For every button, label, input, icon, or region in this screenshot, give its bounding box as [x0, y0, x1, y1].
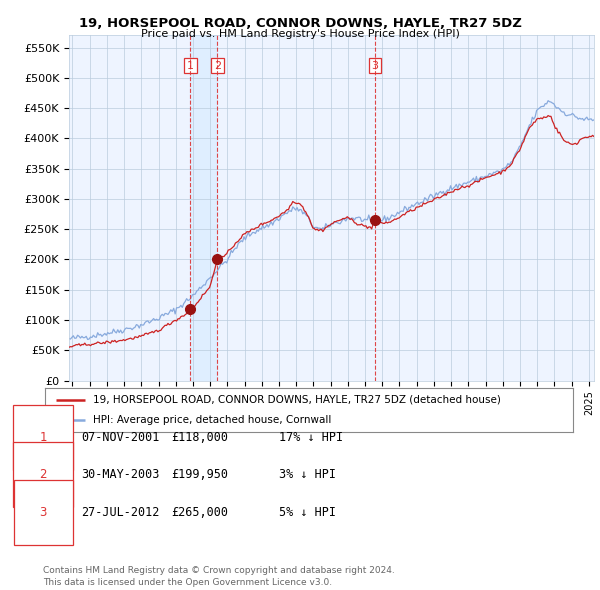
Text: 19, HORSEPOOL ROAD, CONNOR DOWNS, HAYLE, TR27 5DZ (detached house): 19, HORSEPOOL ROAD, CONNOR DOWNS, HAYLE,…	[92, 395, 500, 405]
Text: Contains HM Land Registry data © Crown copyright and database right 2024.
This d: Contains HM Land Registry data © Crown c…	[43, 566, 395, 587]
Text: £265,000: £265,000	[171, 506, 228, 519]
Text: 19, HORSEPOOL ROAD, CONNOR DOWNS, HAYLE, TR27 5DZ: 19, HORSEPOOL ROAD, CONNOR DOWNS, HAYLE,…	[79, 17, 521, 30]
Text: 3: 3	[40, 506, 47, 519]
Text: 5% ↓ HPI: 5% ↓ HPI	[279, 506, 336, 519]
Text: 2: 2	[214, 61, 221, 71]
Text: 1: 1	[40, 431, 47, 444]
Text: HPI: Average price, detached house, Cornwall: HPI: Average price, detached house, Corn…	[92, 415, 331, 425]
Text: 30-MAY-2003: 30-MAY-2003	[81, 468, 160, 481]
Text: 07-NOV-2001: 07-NOV-2001	[81, 431, 160, 444]
Text: Price paid vs. HM Land Registry's House Price Index (HPI): Price paid vs. HM Land Registry's House …	[140, 29, 460, 39]
Text: 3% ↓ HPI: 3% ↓ HPI	[279, 468, 336, 481]
Text: 3: 3	[371, 61, 379, 71]
Text: 27-JUL-2012: 27-JUL-2012	[81, 506, 160, 519]
Text: 1: 1	[187, 61, 194, 71]
Text: £118,000: £118,000	[171, 431, 228, 444]
Text: 2: 2	[40, 468, 47, 481]
Text: £199,950: £199,950	[171, 468, 228, 481]
Bar	[190, 35, 217, 381]
Text: 17% ↓ HPI: 17% ↓ HPI	[279, 431, 343, 444]
